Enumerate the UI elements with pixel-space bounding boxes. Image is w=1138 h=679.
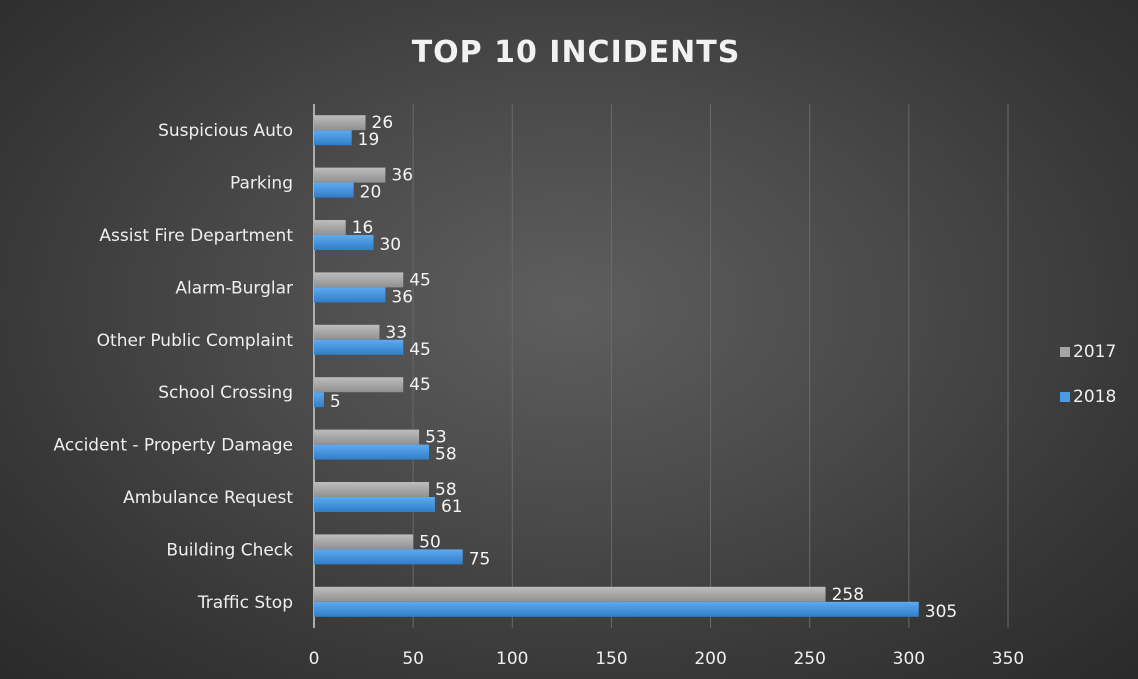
bar-2018 <box>314 182 354 198</box>
bar-2018 <box>314 235 374 250</box>
data-label-2018: 58 <box>435 445 457 465</box>
data-label-2017: 58 <box>435 480 457 500</box>
data-label-2017: 45 <box>409 375 431 395</box>
bar-2018 <box>314 444 430 460</box>
bar-2017 <box>314 272 404 288</box>
data-label-2017: 258 <box>832 585 864 605</box>
bar-2018 <box>314 601 919 617</box>
bar-2018 <box>314 549 463 565</box>
data-label-2018: 30 <box>379 235 401 255</box>
data-label-2018: 20 <box>360 183 382 203</box>
legend-swatch-2017 <box>1060 347 1070 357</box>
x-tick-label: 350 <box>992 649 1024 669</box>
category-label: School Crossing <box>158 383 293 403</box>
bar-2017 <box>314 324 380 340</box>
x-tick-label: 300 <box>893 649 925 669</box>
bar-2018 <box>314 287 386 303</box>
gridlines <box>313 104 1009 628</box>
bar-2017 <box>314 115 366 131</box>
x-tick-label: 50 <box>402 649 424 669</box>
bar-2017 <box>314 534 414 550</box>
x-tick-label: 0 <box>309 649 320 669</box>
bar-2017 <box>314 429 420 445</box>
bar-2018 <box>314 497 435 512</box>
x-tick-label: 150 <box>595 649 627 669</box>
data-label-2018: 36 <box>391 287 413 307</box>
category-label: Ambulance Request <box>123 488 293 508</box>
bar-2017 <box>314 220 346 235</box>
bar-2017 <box>314 482 430 497</box>
data-label-2018: 305 <box>925 602 957 622</box>
category-label: Accident - Property Damage <box>54 436 293 456</box>
category-label: Other Public Complaint <box>97 331 294 351</box>
category-label: Suspicious Auto <box>158 121 293 141</box>
bar-2018 <box>314 392 324 408</box>
category-label: Traffic Stop <box>197 593 293 613</box>
data-label-2018: 19 <box>358 130 380 150</box>
category-label: Parking <box>230 174 293 194</box>
data-label-2018: 61 <box>441 497 463 517</box>
data-label-2018: 45 <box>409 340 431 360</box>
bar-2017 <box>314 377 404 393</box>
x-tick-label: 100 <box>496 649 528 669</box>
data-label-2017: 33 <box>385 323 407 343</box>
category-label: Alarm-Burglar <box>175 278 293 298</box>
legend: 2017 2018 <box>1060 342 1116 407</box>
bar-2018 <box>314 130 352 146</box>
bar-2018 <box>314 339 404 355</box>
data-label-2018: 5 <box>330 392 341 412</box>
chart-title: TOP 10 INCIDENTS <box>412 35 741 70</box>
data-label-2017: 16 <box>352 218 374 238</box>
data-label-2017: 36 <box>391 166 413 186</box>
legend-label-2017: 2017 <box>1073 342 1116 362</box>
data-label-2018: 75 <box>469 549 491 569</box>
data-label-2017: 53 <box>425 428 447 448</box>
data-label-2017: 50 <box>419 532 441 552</box>
category-label: Assist Fire Department <box>99 226 293 246</box>
x-tick-label: 200 <box>694 649 726 669</box>
labels: 0 50 100 150 200 250 300 350 Suspicious Auto 2619… <box>54 113 1025 669</box>
data-label-2017: 45 <box>409 270 431 290</box>
bar-2017 <box>314 586 826 602</box>
bar-2017 <box>314 167 386 183</box>
category-label: Building Check <box>166 540 293 560</box>
bars <box>314 115 919 617</box>
x-tick-label: 250 <box>793 649 825 669</box>
data-label-2017: 26 <box>372 113 394 133</box>
legend-label-2018: 2018 <box>1073 387 1116 407</box>
legend-swatch-2018 <box>1060 392 1070 402</box>
